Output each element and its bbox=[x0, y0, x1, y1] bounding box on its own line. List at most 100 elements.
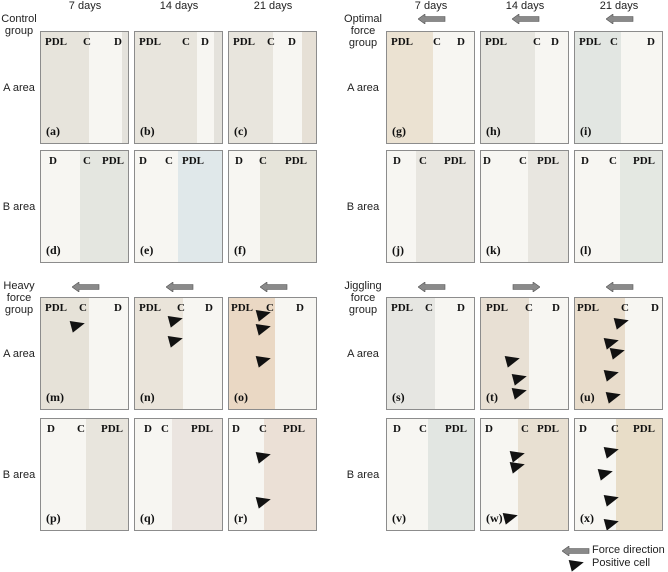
pulp-edge bbox=[214, 32, 222, 143]
pulp-edge bbox=[122, 32, 128, 143]
region-label-pdl: PDL bbox=[445, 423, 467, 435]
row-label-a-area: A area bbox=[3, 82, 35, 94]
row-label-b-area: B area bbox=[2, 469, 36, 481]
panel-label: (j) bbox=[392, 243, 404, 257]
region-label-dentin: D bbox=[139, 155, 147, 167]
force-arrow-left-icon bbox=[418, 282, 446, 292]
region-label-dentin: D bbox=[551, 36, 559, 48]
pdl-tissue bbox=[387, 32, 433, 143]
group-label-line: Jiggling bbox=[344, 280, 382, 292]
region-label-cementum: C bbox=[161, 423, 169, 435]
col-header-14-days-right: 14 days bbox=[505, 0, 545, 12]
panel-e: D C PDL (e) bbox=[134, 150, 223, 263]
col-header-21-days-right: 21 days bbox=[599, 0, 639, 12]
force-arrow-left-icon bbox=[260, 282, 288, 292]
legend-positive-cell: Positive cell bbox=[592, 557, 651, 569]
region-label-cementum: C bbox=[259, 423, 267, 435]
region-label-dentin: D bbox=[552, 302, 560, 314]
region-label-cementum: C bbox=[79, 302, 87, 314]
pdl-tissue bbox=[41, 32, 89, 143]
panel-label: (d) bbox=[46, 243, 61, 257]
group-label-line: force bbox=[6, 292, 32, 304]
region-label-dentin: D bbox=[232, 423, 240, 435]
panel-label: (s) bbox=[392, 390, 405, 404]
region-label-pdl: PDL bbox=[577, 302, 599, 314]
region-label-dentin: D bbox=[393, 155, 401, 167]
panel-r: D C PDL (r) bbox=[228, 418, 317, 531]
region-label-pdl: PDL bbox=[139, 302, 161, 314]
region-label-pdl: PDL bbox=[391, 302, 413, 314]
row-label-b-area: B area bbox=[2, 201, 36, 213]
panel-label: (g) bbox=[392, 124, 406, 138]
panel-o: PDL C D (o) bbox=[228, 297, 317, 410]
region-label-cementum: C bbox=[77, 423, 85, 435]
region-label-dentin: D bbox=[483, 155, 491, 167]
legend-force-arrow-icon bbox=[562, 546, 590, 556]
legend-positive-cell-icon bbox=[568, 556, 586, 572]
region-label-dentin: D bbox=[114, 302, 122, 314]
col-header-7-days-left: 7 days bbox=[68, 0, 102, 12]
group-label-line: group bbox=[4, 304, 34, 316]
region-label-pdl: PDL bbox=[233, 36, 255, 48]
pdl-tissue bbox=[80, 151, 128, 262]
region-label-pdl: PDL bbox=[191, 423, 213, 435]
row-label-a-area: A area bbox=[3, 348, 35, 360]
panel-label: (e) bbox=[140, 243, 154, 257]
region-label-pdl: PDL bbox=[486, 302, 508, 314]
region-label-pdl: PDL bbox=[285, 155, 307, 167]
region-label-pdl: PDL bbox=[537, 155, 559, 167]
region-label-cementum: C bbox=[177, 302, 185, 314]
row-label-b-area: B area bbox=[346, 201, 380, 213]
region-label-dentin: D bbox=[651, 302, 659, 314]
col-header-7-days-right: 7 days bbox=[414, 0, 448, 12]
region-label-pdl: PDL bbox=[633, 423, 655, 435]
panel-t: PDL C D (t) bbox=[480, 297, 569, 410]
force-arrow-left-icon bbox=[606, 282, 634, 292]
panel-label: (n) bbox=[140, 390, 155, 404]
row-label-a-area: A area bbox=[347, 348, 379, 360]
group-label-line: force bbox=[350, 25, 376, 37]
region-label-pdl: PDL bbox=[182, 155, 204, 167]
group-label-heavy: Heavy force group bbox=[0, 280, 38, 316]
panel-d: D C PDL (d) bbox=[40, 150, 129, 263]
region-label-dentin: D bbox=[144, 423, 152, 435]
panel-label: (p) bbox=[46, 511, 61, 525]
pdl-tissue bbox=[260, 151, 316, 262]
force-arrow-left-icon bbox=[606, 14, 634, 24]
region-label-cementum: C bbox=[533, 36, 541, 48]
panel-q: D C PDL (q) bbox=[134, 418, 223, 531]
region-label-cementum: C bbox=[165, 155, 173, 167]
region-label-dentin: D bbox=[296, 302, 304, 314]
pdl-tissue bbox=[172, 419, 222, 530]
group-label-control: Control group bbox=[0, 13, 38, 37]
panel-f: D C PDL (f) bbox=[228, 150, 317, 263]
panel-label: (l) bbox=[580, 243, 592, 257]
panel-n: PDL C D (n) bbox=[134, 297, 223, 410]
region-label-pdl: PDL bbox=[101, 423, 123, 435]
pdl-tissue bbox=[481, 298, 529, 409]
region-label-dentin: D bbox=[393, 423, 401, 435]
force-arrow-left-icon bbox=[72, 282, 100, 292]
panel-a: PDL C D (a) bbox=[40, 31, 129, 144]
panel-label: (q) bbox=[140, 511, 155, 525]
region-label-cementum: C bbox=[83, 155, 91, 167]
panel-l: D C PDL (l) bbox=[574, 150, 663, 263]
group-label-line: group bbox=[4, 25, 34, 37]
region-label-pdl: PDL bbox=[633, 155, 655, 167]
region-label-cementum: C bbox=[611, 423, 619, 435]
force-arrow-right-icon bbox=[512, 282, 540, 292]
panel-label: (b) bbox=[140, 124, 155, 138]
region-label-pdl: PDL bbox=[485, 36, 507, 48]
pdl-tissue bbox=[428, 419, 474, 530]
positive-cell-marker-icon bbox=[613, 314, 631, 330]
pdl-tissue bbox=[616, 419, 662, 530]
region-label-dentin: D bbox=[235, 155, 243, 167]
region-label-pdl: PDL bbox=[231, 302, 253, 314]
group-label-line: force bbox=[350, 292, 376, 304]
legend-force-direction: Force direction bbox=[592, 544, 665, 556]
region-label-cementum: C bbox=[266, 302, 274, 314]
panel-v: D C PDL (v) bbox=[386, 418, 475, 531]
region-label-cementum: C bbox=[419, 423, 427, 435]
region-label-cementum: C bbox=[182, 36, 190, 48]
row-label-a-area: A area bbox=[347, 82, 379, 94]
